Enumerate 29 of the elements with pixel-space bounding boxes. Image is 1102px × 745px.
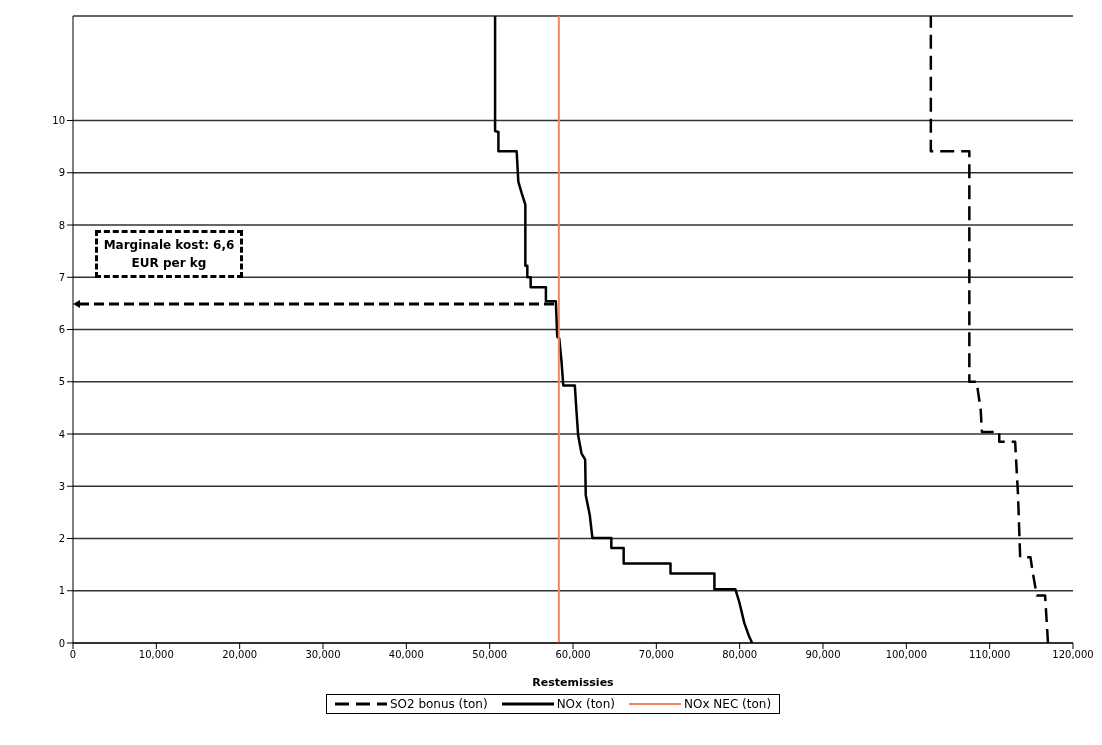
x-tick-label: 80,000 — [722, 649, 758, 661]
x-axis-title: Restemissies — [532, 676, 615, 689]
legend-label: NOx NEC (ton) — [684, 697, 772, 711]
x-tick-label: 120,000 — [1052, 649, 1094, 661]
x-tick-label: 90,000 — [805, 649, 841, 661]
y-tick-label: 3 — [58, 480, 65, 492]
y-tick-label: 7 — [58, 271, 65, 283]
y-tick-label: 0 — [58, 637, 65, 649]
y-tick-label: 10 — [52, 115, 65, 127]
y-tick-label: 6 — [58, 324, 65, 336]
y-tick-label: 2 — [58, 533, 65, 545]
y-tick-label: 1 — [58, 585, 65, 597]
x-tick-label: 0 — [69, 649, 77, 661]
dashed-frame: Marginale kost: 6,6 EUR per kg — [95, 230, 243, 278]
x-tick-label: 40,000 — [388, 649, 424, 661]
x-tick-label: 30,000 — [305, 649, 341, 661]
x-tick-label: 60,000 — [555, 649, 591, 661]
legend-label: SO2 bonus (ton) — [389, 697, 488, 711]
x-tick-label: 110,000 — [968, 649, 1011, 661]
x-tick-label: 20,000 — [222, 649, 258, 661]
y-tick-label: 4 — [58, 428, 65, 440]
x-tick-label: 10,000 — [138, 649, 174, 661]
x-tick-label: 50,000 — [472, 649, 508, 661]
legend-label: NOx (ton) — [556, 697, 615, 711]
x-tick-label: 70,000 — [638, 649, 674, 661]
x-tick-label: 100,000 — [885, 649, 928, 661]
y-tick-label: 8 — [58, 219, 65, 231]
y-tick-label: 9 — [58, 167, 65, 179]
y-tick-label: 5 — [58, 376, 65, 388]
